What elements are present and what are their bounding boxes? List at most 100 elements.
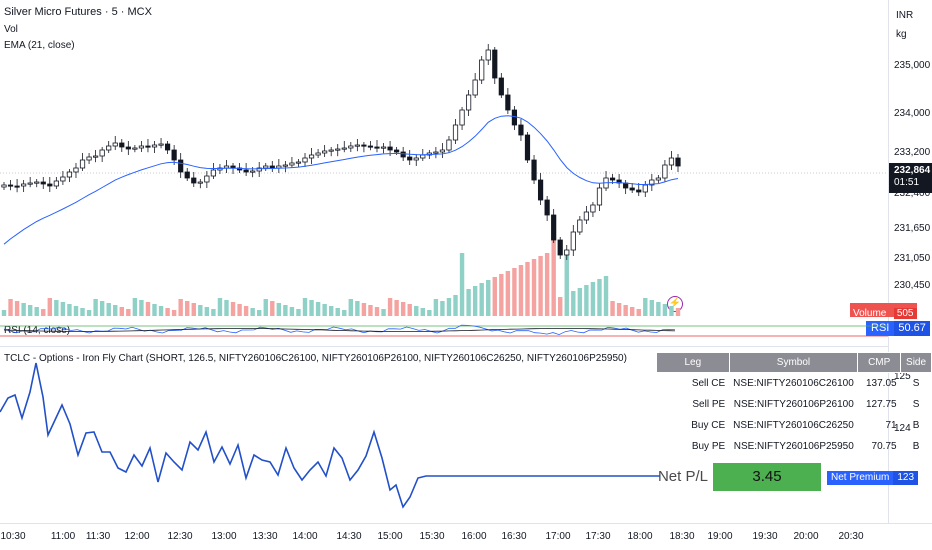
time-tick: 17:00 (545, 531, 571, 542)
header-leg: Leg (656, 352, 730, 373)
candle (178, 153, 184, 178)
candle (47, 177, 53, 192)
candle (34, 179, 40, 188)
candle (308, 148, 315, 164)
time-tick: 20:00 (793, 531, 819, 542)
candle (531, 155, 537, 184)
indicator-title[interactable]: TCLC - Options - Iron Fly Chart (SHORT, … (4, 353, 627, 364)
candle (99, 147, 105, 162)
price-axis-border (888, 0, 889, 523)
candle (210, 163, 216, 179)
rsi-badge-label: RSI (866, 321, 895, 336)
candle (243, 163, 249, 176)
lightning-icon[interactable]: ⚡ (667, 296, 683, 312)
volume-bar (387, 298, 393, 316)
symbol-cell: NSE:NIFTY260106C26100 (733, 378, 854, 389)
volume-bar (466, 289, 471, 316)
candle (472, 73, 478, 98)
volume-bar (407, 304, 412, 316)
volume-bar (139, 300, 144, 316)
candle (302, 153, 308, 167)
time-tick: 17:30 (585, 531, 611, 542)
candle (289, 157, 295, 168)
currency-label[interactable]: INR (896, 10, 914, 21)
candle (354, 139, 360, 152)
volume-bar (289, 307, 295, 316)
volume-bar (538, 256, 543, 316)
candle (132, 145, 138, 153)
volume-bar (610, 301, 615, 316)
volume-bar (41, 309, 46, 316)
volume-bar (322, 304, 327, 316)
candle (642, 181, 648, 197)
volume-bar (629, 307, 635, 316)
price-chart[interactable] (0, 0, 888, 523)
time-tick: 11:30 (85, 531, 111, 542)
price-tick: 232,400 (894, 188, 931, 199)
indicator-axis-tick: 124 (894, 423, 911, 434)
price-tick: 231,650 (894, 223, 931, 234)
time-tick: 19:30 (752, 531, 778, 542)
volume-bar (198, 305, 203, 316)
volume-bars (1, 236, 681, 316)
chart-title[interactable]: Silver Micro Futures · 5 · MCX (4, 6, 152, 18)
volume-bar (335, 308, 340, 316)
legs-table: Leg Symbol CMP Side Sell CE NSE:NIFTY260… (656, 352, 932, 457)
candle (564, 245, 570, 260)
candle (263, 163, 269, 171)
volume-bar (224, 300, 229, 316)
candle (452, 119, 459, 144)
candle (374, 140, 380, 153)
candle (171, 145, 177, 165)
volume-badge-label: Volume (853, 308, 887, 319)
time-axis-border (0, 523, 932, 524)
candle (27, 177, 33, 188)
candle (204, 171, 210, 188)
volume-bar (93, 299, 98, 316)
candle (341, 141, 347, 153)
volume-bar (243, 306, 249, 316)
candle (282, 161, 288, 173)
indicator-axis-tick: 125 (894, 371, 911, 382)
volume-bar (211, 309, 216, 316)
volume-indicator-label[interactable]: Vol (4, 24, 18, 35)
net-premium-badge: Net Premium 123 (827, 471, 919, 485)
candle (335, 144, 341, 157)
volume-bar (60, 302, 66, 316)
candle (498, 73, 504, 98)
unit-label[interactable]: kg (896, 29, 907, 40)
price-tick: 235,000 (894, 60, 931, 71)
time-tick: 15:00 (377, 531, 403, 542)
candle (328, 147, 334, 157)
candle (53, 177, 59, 189)
candle (217, 164, 223, 174)
volume-bar (427, 310, 432, 316)
volume-bar (479, 283, 484, 316)
cmp-cell: 70.75 (871, 441, 897, 452)
net-premium-label: Net Premium (827, 471, 894, 485)
volume-bar (302, 298, 308, 316)
candle (439, 143, 446, 158)
volume-bar (499, 274, 504, 316)
volume-bar (119, 307, 124, 316)
volume-bar (263, 299, 268, 316)
candle (570, 225, 576, 256)
ema-indicator-label[interactable]: EMA (21, close) (4, 40, 75, 51)
leg-cell: Sell PE (692, 399, 726, 410)
current-price: 232,864 (894, 165, 931, 176)
volume-bar (446, 298, 452, 316)
volume-bar (276, 303, 282, 316)
rsi-value-badge: RSI 50.67 (866, 321, 930, 336)
candle (295, 159, 302, 168)
volume-bar (152, 304, 157, 316)
candle (145, 139, 151, 153)
candle (433, 147, 439, 159)
volume-bar (531, 259, 537, 316)
volume-bar (505, 271, 511, 316)
candle (524, 132, 531, 163)
volume-value-badge: Volume 505 (850, 303, 917, 319)
candle (557, 237, 563, 259)
volume-bar (171, 310, 177, 316)
table-row: Sell CE NSE:NIFTY260106C26100 137.05 S (657, 373, 932, 395)
candle (151, 141, 158, 153)
